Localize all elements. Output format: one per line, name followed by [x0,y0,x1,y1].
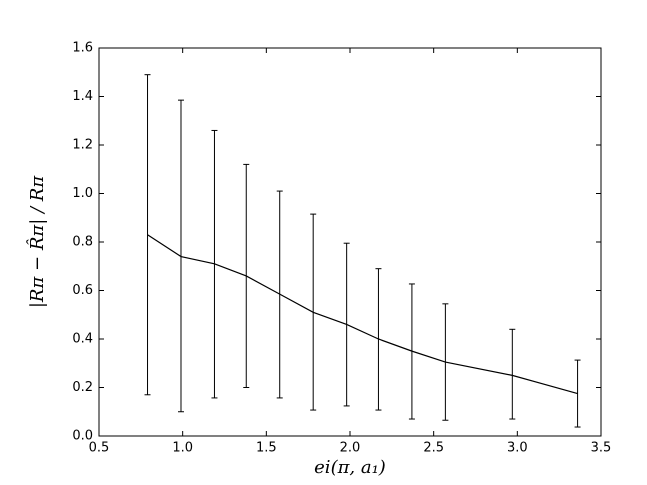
y-tick-label: 0.6 [72,283,93,298]
y-tick-label: 0.4 [72,332,93,347]
y-tick-label: 1.0 [72,186,93,201]
y-tick-label: 0.2 [72,380,93,395]
x-tick-label: 2.0 [340,441,361,456]
line [147,234,578,395]
y-tick-label: 1.2 [72,138,93,153]
plot-frame [98,47,602,437]
y-tick-label: 1.4 [72,89,93,104]
x-tick-label: 1.5 [256,441,277,456]
x-tick-label: 2.5 [423,441,444,456]
x-tick-label: 3.0 [507,441,528,456]
y-tick-label: 0.8 [72,235,93,250]
x-axis-label: ei(π, a₁) [314,457,386,478]
x-tick-label: 1.0 [172,441,193,456]
y-tick-label: 1.6 [72,41,93,56]
y-tick-label: 0.0 [72,429,93,444]
x-tick-label: 3.5 [591,441,612,456]
y-axis-label: |Rπ − R̂π| / Rπ [26,175,48,308]
x-tick-label: 0.5 [89,441,110,456]
